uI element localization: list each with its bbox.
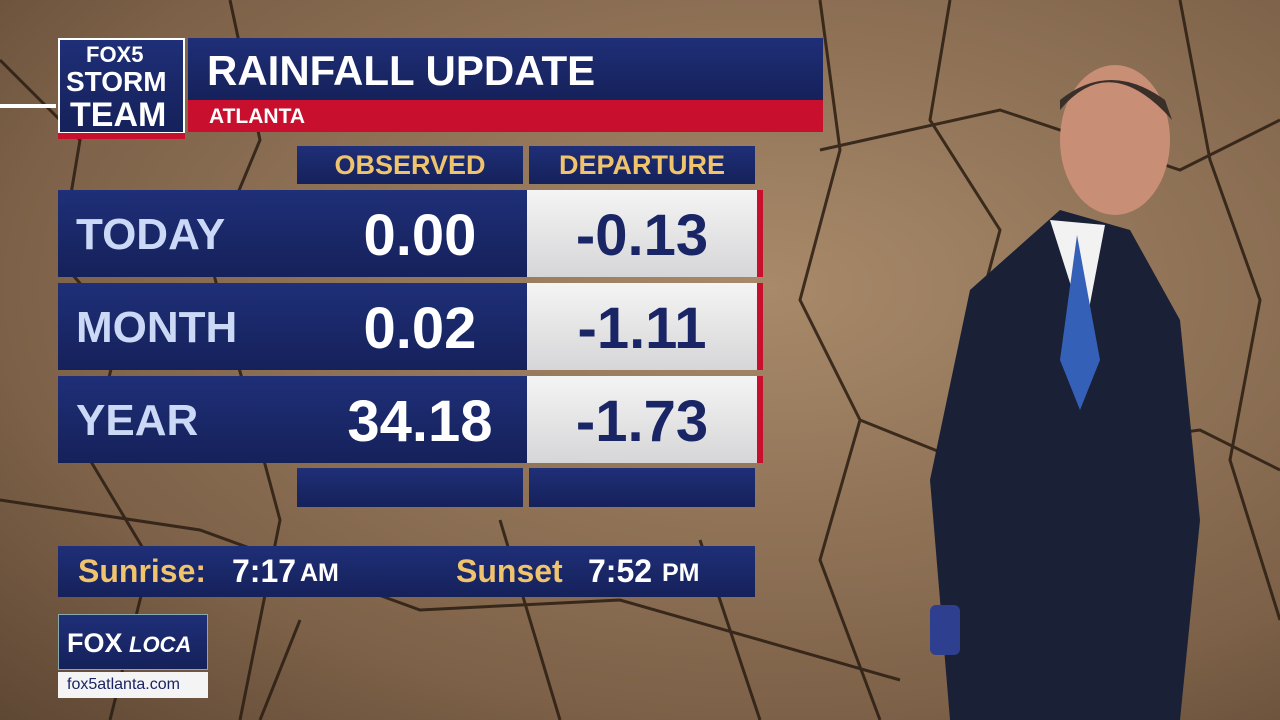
- brand-text: FOX: [67, 628, 123, 658]
- sunset-time: 7:52: [588, 553, 653, 589]
- observed-value: 0.00: [363, 203, 477, 268]
- accent-line: [0, 104, 56, 108]
- row-label: YEAR: [76, 396, 199, 445]
- column-header: OBSERVED: [297, 146, 523, 184]
- column-header-text: DEPARTURE: [558, 150, 725, 180]
- url: fox5atlanta.com: [67, 676, 180, 693]
- brand-text: LOCA: [129, 632, 192, 657]
- subtitle-bar: ATLANTA: [188, 100, 823, 132]
- logo-text: TEAM: [70, 96, 167, 134]
- logo-strip: [58, 133, 185, 139]
- logo-text: STORM: [66, 66, 167, 97]
- empty-cell: [297, 468, 523, 507]
- departure-cell: -0.13: [527, 190, 763, 277]
- empty-cell: [529, 468, 755, 507]
- sunset-label: Sunset: [456, 553, 563, 589]
- sunset-ampm: PM: [662, 559, 700, 587]
- departure-cell: -1.11: [527, 283, 763, 370]
- logo-text: FOX5: [86, 42, 144, 67]
- row-label: MONTH: [76, 303, 238, 352]
- column-header: DEPARTURE: [529, 146, 755, 184]
- departure-cell: -1.73: [527, 376, 763, 463]
- sun-bar: Sunrise: 7:17 AM Sunset 7:52 PM: [58, 546, 755, 597]
- departure-value: -1.11: [577, 296, 707, 361]
- departure-value: -0.13: [575, 203, 709, 268]
- title-bar: RAINFALL UPDATE: [188, 38, 823, 100]
- presenter: [930, 65, 1200, 720]
- title: RAINFALL UPDATE: [207, 47, 596, 94]
- row-cell: TODAY 0.00: [58, 190, 527, 277]
- column-header-text: OBSERVED: [334, 150, 486, 180]
- departure-value: -1.73: [575, 389, 709, 454]
- sunrise-ampm: AM: [300, 559, 339, 587]
- sunrise-label: Sunrise:: [78, 553, 207, 589]
- subtitle: ATLANTA: [209, 105, 306, 128]
- logo: FOX5 STORM TEAM: [58, 38, 185, 134]
- sunrise-time: 7:17: [232, 553, 297, 589]
- brand-box: FOX LOCA: [58, 614, 208, 670]
- observed-value: 0.02: [363, 296, 477, 361]
- row-label: TODAY: [76, 210, 226, 259]
- row-cell: YEAR 34.18: [58, 376, 527, 463]
- url-box: fox5atlanta.com: [58, 672, 208, 698]
- row-cell: MONTH 0.02: [58, 283, 527, 370]
- observed-value: 34.18: [347, 389, 493, 454]
